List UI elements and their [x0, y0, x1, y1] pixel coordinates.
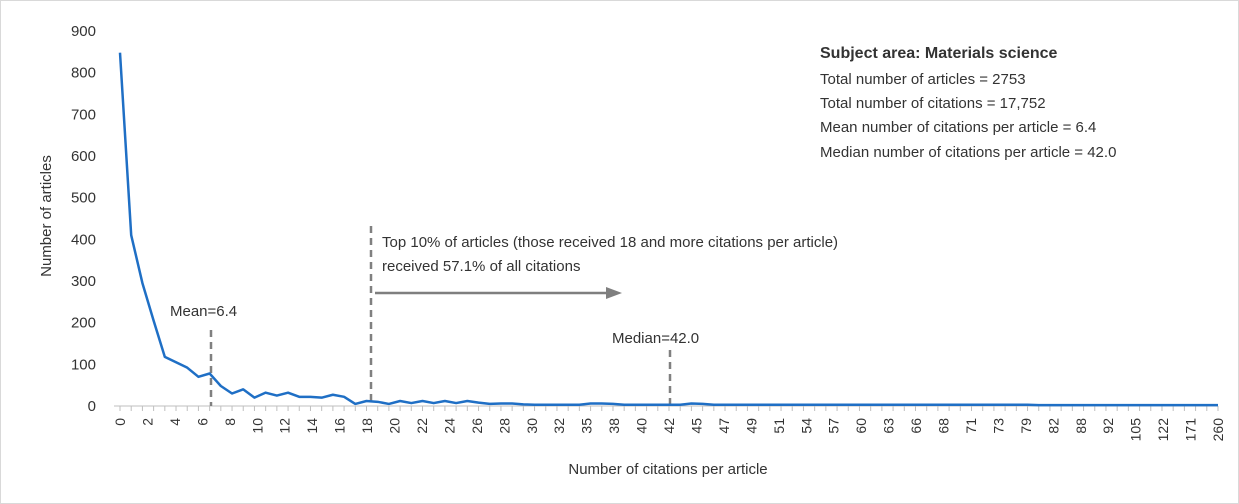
x-tick-label: 71 [963, 418, 979, 434]
x-axis-label: Number of citations per article [568, 461, 767, 478]
x-tick-label: 28 [496, 418, 512, 434]
x-axis: 0 2 4 6 8 10 12 14 16 18 20 22 24 26 28 30 32 35 38 40 42 45 4… [112, 405, 1226, 442]
summary-line: Total number of citations = 17,752 [820, 95, 1046, 112]
x-tick-label: 68 [936, 418, 952, 434]
x-tick-label: 14 [304, 418, 320, 434]
y-tick-label: 800 [71, 65, 96, 82]
series [118, 52, 1218, 407]
y-tick-label: 200 [71, 315, 96, 332]
x-tick-label: 122 [1155, 418, 1171, 442]
x-tick-label: 22 [414, 418, 430, 434]
x-tick-label: 10 [249, 418, 265, 434]
x-tick-label: 4 [167, 418, 183, 426]
x-tick-label: 42 [661, 418, 677, 434]
top-percent-note-line2: received 57.1% of all citations [382, 258, 580, 275]
x-tick-label: 63 [881, 418, 897, 434]
x-tick-label: 16 [332, 418, 348, 434]
x-tick-label: 35 [579, 418, 595, 434]
x-tick-label: 6 [194, 418, 210, 426]
x-tick-label: 32 [551, 418, 567, 434]
y-tick-label: 300 [71, 273, 96, 290]
summary-line: Median number of citations per article =… [820, 144, 1116, 161]
x-tick-label: 40 [634, 418, 650, 434]
x-tick-label: 54 [798, 418, 814, 434]
summary-heading: Subject area: Materials science [820, 45, 1058, 62]
x-tick-label: 2 [139, 418, 155, 426]
x-tick-label: 73 [990, 418, 1006, 434]
x-tick-label: 20 [387, 418, 403, 434]
y-tick-label: 600 [71, 148, 96, 165]
x-tick-label: 0 [112, 418, 128, 426]
x-tick-label: 38 [606, 418, 622, 434]
summary-line: Mean number of citations per article = 6… [820, 119, 1096, 136]
x-tick-label: 260 [1210, 418, 1226, 442]
x-tick-label: 82 [1045, 418, 1061, 434]
x-tick-label: 8 [222, 418, 238, 426]
x-tick-label: 30 [524, 418, 540, 434]
y-tick-label: 500 [71, 190, 96, 207]
x-tick-label: 60 [853, 418, 869, 434]
y-axis-label: Number of articles [38, 155, 55, 277]
y-tick-label: 100 [71, 356, 96, 373]
x-tick-label: 105 [1128, 418, 1144, 442]
x-tick-label: 26 [469, 418, 485, 434]
y-axis-ticks: 0 100 200 300 400 500 600 700 800 900 [71, 23, 96, 415]
series-line [118, 52, 1218, 407]
arrow-head [606, 287, 622, 299]
x-tick-label: 79 [1018, 418, 1034, 434]
y-tick-label: 900 [71, 23, 96, 40]
x-tick-label: 88 [1073, 418, 1089, 434]
y-tick-label: 400 [71, 231, 96, 248]
reference-markers [209, 226, 672, 406]
y-tick-label: 0 [88, 398, 96, 415]
x-tick-label: 171 [1183, 418, 1199, 442]
x-tick-label: 45 [688, 418, 704, 434]
summary-line: Total number of articles = 2753 [820, 71, 1026, 88]
x-tick-label: 51 [771, 418, 787, 434]
x-tick-label: 49 [743, 418, 759, 434]
x-tick-label: 92 [1100, 418, 1116, 434]
median-label: Median=42.0 [612, 330, 699, 347]
x-tick-label: 18 [359, 418, 375, 434]
x-tick-label: 47 [716, 418, 732, 434]
x-tick-label: 12 [277, 418, 293, 434]
top-percent-note-line1: Top 10% of articles (those received 18 a… [382, 234, 838, 251]
y-tick-label: 700 [71, 106, 96, 123]
mean-label: Mean=6.4 [170, 303, 237, 320]
x-tick-label: 24 [441, 418, 457, 434]
x-tick-label: 57 [826, 418, 842, 434]
x-tick-label: 66 [908, 418, 924, 434]
